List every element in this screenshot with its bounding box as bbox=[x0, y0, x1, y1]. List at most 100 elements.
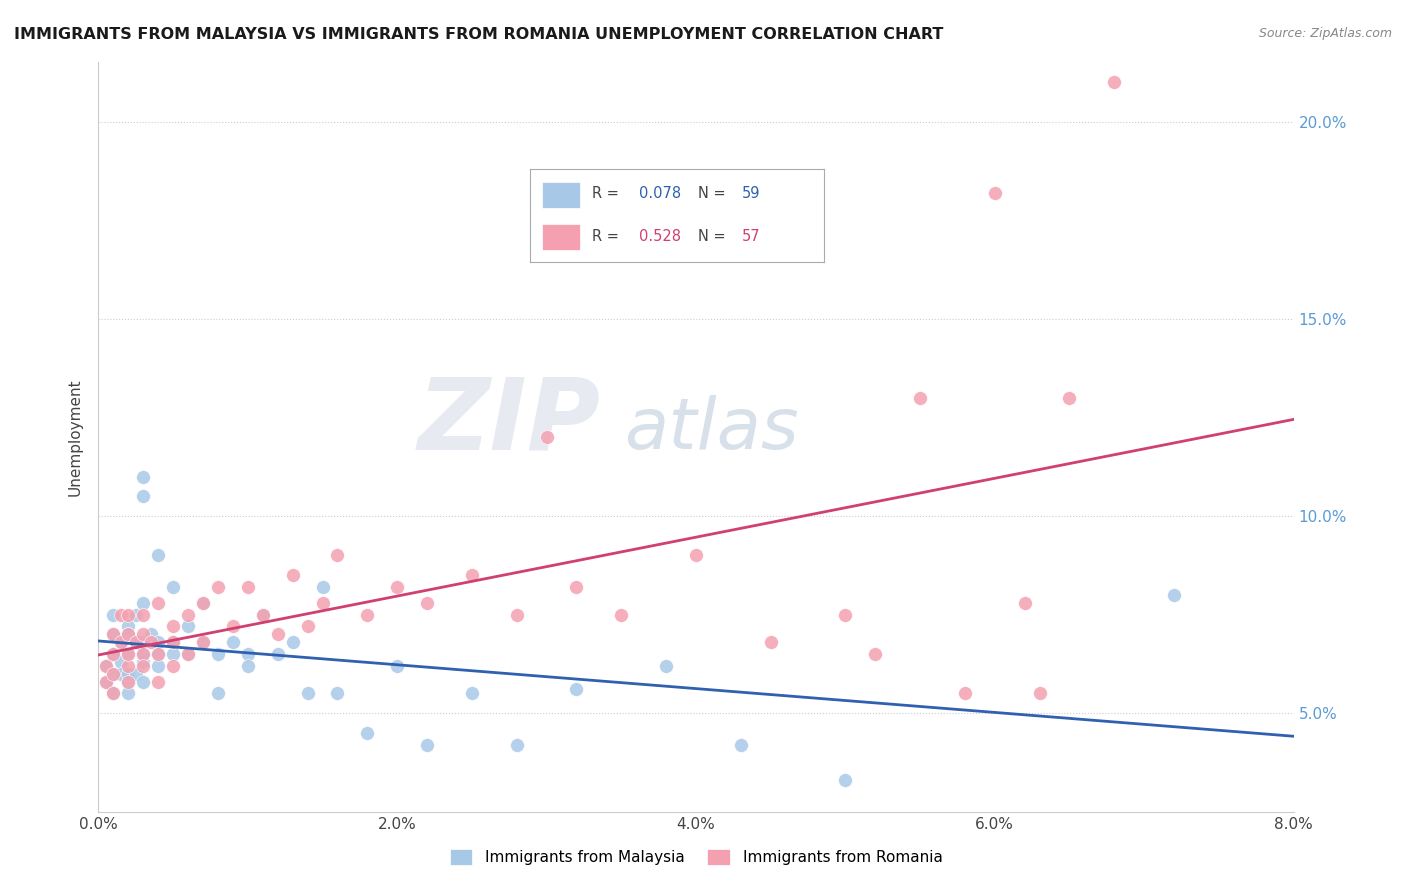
Point bbox=[461, 686, 484, 700]
Legend: Immigrants from Malaysia, Immigrants from Romania: Immigrants from Malaysia, Immigrants fro… bbox=[443, 843, 949, 871]
Point bbox=[117, 647, 139, 661]
Text: 0.528: 0.528 bbox=[638, 229, 681, 244]
Point bbox=[125, 635, 148, 649]
Point bbox=[132, 674, 155, 689]
Point bbox=[94, 674, 117, 689]
Y-axis label: Unemployment: Unemployment bbox=[67, 378, 83, 496]
Point bbox=[281, 635, 304, 649]
Point bbox=[326, 686, 349, 700]
Point bbox=[385, 658, 409, 673]
Point bbox=[162, 635, 184, 649]
Point bbox=[148, 674, 170, 689]
Point bbox=[191, 635, 214, 649]
Point bbox=[356, 607, 378, 622]
Point bbox=[148, 647, 170, 661]
Text: 59: 59 bbox=[742, 186, 761, 201]
Point bbox=[252, 607, 274, 622]
Point bbox=[110, 655, 132, 669]
Point bbox=[730, 738, 752, 752]
Point bbox=[759, 635, 782, 649]
Point bbox=[117, 658, 139, 673]
Point bbox=[191, 635, 214, 649]
Point bbox=[685, 549, 707, 563]
Point bbox=[103, 686, 125, 700]
Point bbox=[252, 607, 274, 622]
Point bbox=[565, 682, 588, 697]
Point bbox=[148, 635, 170, 649]
Point bbox=[177, 647, 200, 661]
Point bbox=[610, 607, 633, 622]
Point bbox=[162, 619, 184, 633]
Point bbox=[148, 596, 170, 610]
Point bbox=[506, 607, 529, 622]
Point bbox=[117, 647, 139, 661]
Point bbox=[139, 627, 162, 641]
Point bbox=[132, 647, 155, 661]
Point bbox=[148, 549, 170, 563]
Text: R =: R = bbox=[592, 186, 623, 201]
Point bbox=[132, 658, 155, 673]
Point bbox=[191, 596, 214, 610]
Point bbox=[103, 627, 125, 641]
Point bbox=[132, 469, 155, 483]
Point bbox=[222, 635, 245, 649]
Point bbox=[139, 635, 162, 649]
Point bbox=[110, 635, 132, 649]
Point bbox=[132, 607, 155, 622]
Point bbox=[1028, 686, 1050, 700]
Point bbox=[110, 666, 132, 681]
Point bbox=[461, 568, 484, 582]
Point bbox=[1163, 588, 1185, 602]
Point bbox=[267, 647, 290, 661]
Text: N =: N = bbox=[697, 229, 730, 244]
Point bbox=[103, 666, 125, 681]
Point bbox=[207, 647, 229, 661]
Point bbox=[297, 686, 319, 700]
Point bbox=[103, 647, 125, 661]
Point bbox=[132, 489, 155, 503]
Point bbox=[117, 627, 139, 641]
Text: IMMIGRANTS FROM MALAYSIA VS IMMIGRANTS FROM ROMANIA UNEMPLOYMENT CORRELATION CHA: IMMIGRANTS FROM MALAYSIA VS IMMIGRANTS F… bbox=[14, 27, 943, 42]
Point bbox=[103, 627, 125, 641]
Point bbox=[267, 627, 290, 641]
Point bbox=[834, 607, 856, 622]
Point bbox=[236, 580, 259, 594]
Point bbox=[207, 686, 229, 700]
Point bbox=[222, 619, 245, 633]
Point bbox=[110, 635, 132, 649]
Point bbox=[162, 658, 184, 673]
Point bbox=[356, 726, 378, 740]
Point bbox=[117, 607, 139, 622]
Point bbox=[110, 607, 132, 622]
Point bbox=[103, 647, 125, 661]
Text: R =: R = bbox=[592, 229, 623, 244]
Point bbox=[94, 658, 117, 673]
Bar bbox=[541, 182, 579, 208]
Point bbox=[281, 568, 304, 582]
Point bbox=[103, 607, 125, 622]
Point bbox=[132, 627, 155, 641]
Point bbox=[326, 549, 349, 563]
Point bbox=[1059, 391, 1081, 405]
Point bbox=[103, 686, 125, 700]
Text: Source: ZipAtlas.com: Source: ZipAtlas.com bbox=[1258, 27, 1392, 40]
Point bbox=[177, 619, 200, 633]
Point bbox=[655, 658, 678, 673]
Point bbox=[297, 619, 319, 633]
Point bbox=[865, 647, 887, 661]
Point bbox=[103, 666, 125, 681]
Text: N =: N = bbox=[697, 186, 730, 201]
Point bbox=[311, 580, 333, 594]
Point bbox=[117, 619, 139, 633]
Point bbox=[148, 647, 170, 661]
Point bbox=[162, 580, 184, 594]
Point bbox=[191, 596, 214, 610]
Point bbox=[125, 666, 148, 681]
Point bbox=[506, 738, 529, 752]
Point bbox=[132, 635, 155, 649]
Point bbox=[953, 686, 976, 700]
Point bbox=[311, 596, 333, 610]
Point bbox=[416, 738, 439, 752]
Point bbox=[1014, 596, 1036, 610]
Point bbox=[117, 627, 139, 641]
